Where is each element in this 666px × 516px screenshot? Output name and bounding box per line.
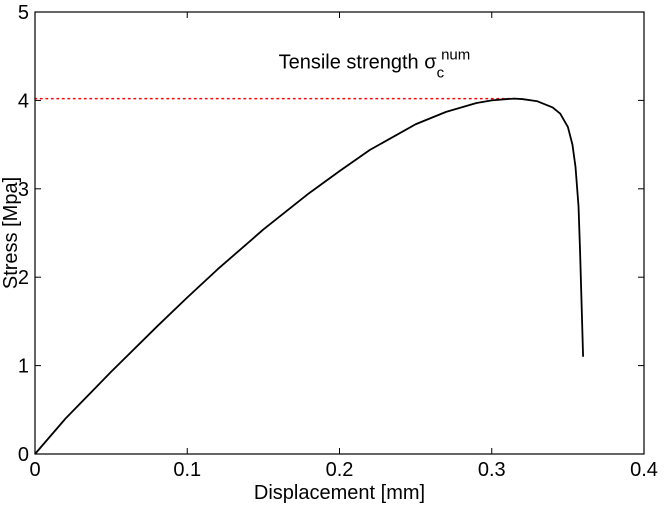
y-tick-label: 1 [18, 356, 29, 378]
y-tick-label: 4 [18, 90, 29, 112]
chart-marks: 0 0.1 0.2 0.3 0.4 0 1 2 3 4 5 Displacement [mm] Stre… [0, 2, 658, 504]
y-tick-label: 3 [18, 179, 29, 201]
x-tick-label: 0.1 [173, 459, 201, 481]
y-tick-label: 2 [18, 267, 29, 289]
x-tick-label: 0.3 [478, 459, 506, 481]
x-tick-label: 0 [29, 459, 40, 481]
annotation-tensile-strength: Tensile strength σcnum [279, 47, 471, 82]
plot-frame [34, 11, 645, 455]
plot-content [34, 97, 584, 455]
annotation-subscript: c [437, 65, 445, 82]
series-line-0 [34, 97, 584, 455]
y-tick-label: 0 [18, 444, 29, 466]
x-tick-label: 0.4 [630, 459, 658, 481]
annotation-superscript: num [441, 47, 470, 64]
annotation-text: Tensile strength σ [279, 52, 438, 74]
x-axis-label: Displacement [mm] [254, 482, 425, 504]
x-tick-label: 0.2 [326, 459, 354, 481]
y-tick-label: 5 [18, 2, 29, 24]
y-axis-label: Stress [Mpa] [0, 177, 22, 289]
